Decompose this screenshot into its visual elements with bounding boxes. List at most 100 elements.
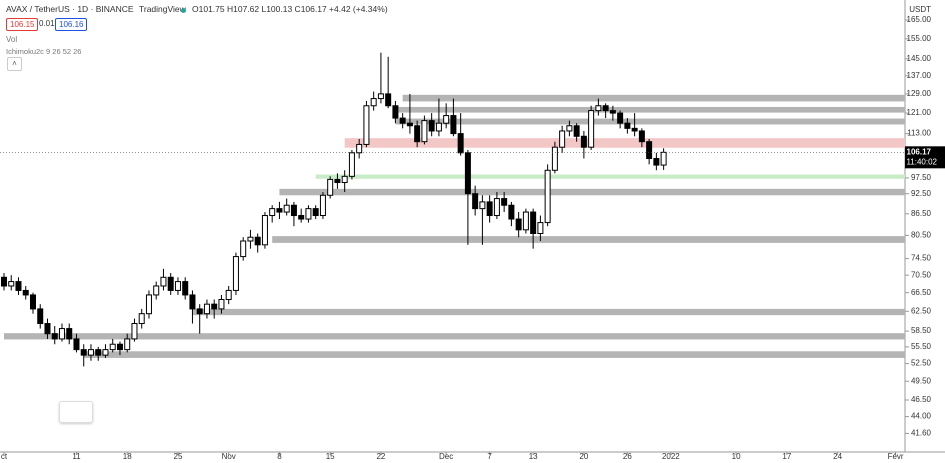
y-tick-label: 46.50 <box>911 395 932 404</box>
y-tick-label: 44.00 <box>911 412 932 421</box>
candle-body <box>0 276 7 287</box>
candle-body <box>595 105 602 112</box>
candle-body <box>435 122 442 132</box>
candle-body <box>109 343 116 351</box>
y-tick-label: 52.50 <box>911 359 932 368</box>
ohlc-legend: O101.75 H107.62 L100.13 C106.17 +4.42 (+… <box>192 4 388 14</box>
candle-body <box>319 194 326 217</box>
candle-body <box>370 98 377 107</box>
level-band <box>395 106 905 113</box>
candle-body <box>261 215 268 246</box>
x-tick-label: Nov <box>222 452 236 461</box>
candle-body <box>515 218 522 231</box>
candle-body <box>276 208 283 213</box>
candle-body <box>385 93 392 107</box>
candle-body <box>247 236 254 242</box>
x-tick-label: Févr <box>888 452 904 461</box>
candle-body <box>298 215 305 220</box>
candle-body <box>95 349 102 356</box>
candle-body <box>443 115 450 124</box>
candle-body <box>559 130 566 148</box>
candle-body <box>305 208 312 220</box>
ask[interactable]: 106.16 <box>55 18 88 31</box>
level-band <box>192 308 905 316</box>
y-tick-label: 145.00 <box>907 54 932 63</box>
candle-body <box>522 211 529 231</box>
x-tick-label: 7 <box>487 452 492 461</box>
y-tick-label: 155.00 <box>907 34 932 43</box>
x-tick-label: 22 <box>376 452 385 461</box>
status-dot <box>181 8 186 13</box>
candle-body <box>87 349 94 356</box>
candle-body <box>428 120 435 132</box>
toolbar-button[interactable] <box>59 401 93 423</box>
candle-body <box>566 125 573 132</box>
candle-body <box>631 127 638 132</box>
candle-body <box>341 175 348 184</box>
y-tick-label: 129.00 <box>907 89 932 98</box>
x-tick-label: 20 <box>579 452 588 461</box>
candle-body <box>421 120 428 143</box>
candle-body <box>508 204 515 220</box>
level-band <box>272 236 906 243</box>
candle-body <box>131 323 138 340</box>
candle-body <box>479 201 486 210</box>
y-tick-label: 92.50 <box>911 189 932 198</box>
candle-body <box>414 125 421 143</box>
candle-body <box>8 281 15 287</box>
candle-body <box>145 294 152 315</box>
y-tick-label: 62.50 <box>911 306 932 315</box>
x-tick-label: 17 <box>782 452 791 461</box>
x-tick-label: 18 <box>123 452 132 461</box>
candle-body <box>363 105 370 145</box>
collapse-button[interactable]: ˄ <box>7 57 22 71</box>
candle-body <box>457 133 464 154</box>
candle-body <box>602 105 609 112</box>
candle-body <box>530 211 537 234</box>
level-band <box>344 138 905 148</box>
candle-body <box>356 143 363 154</box>
x-tick-label: 26 <box>623 452 632 461</box>
x-tick-label: 10 <box>732 452 741 461</box>
candle-body <box>66 328 73 340</box>
candle-body <box>153 285 160 296</box>
candle-body <box>334 178 341 184</box>
candle-body <box>269 208 276 217</box>
candle-body <box>225 289 232 301</box>
y-tick-label: 121.00 <box>907 108 932 117</box>
candle-body <box>493 198 500 217</box>
candle-body <box>348 152 355 177</box>
candle-body <box>653 158 660 166</box>
y-tick-label: 165.00 <box>907 15 932 24</box>
y-tick-label: 41.60 <box>911 429 932 438</box>
candle-body <box>638 130 645 143</box>
level-band <box>83 351 905 358</box>
candle-body <box>660 151 667 166</box>
x-tick-label: 2022 <box>662 452 680 461</box>
candle-body <box>573 125 580 137</box>
y-tick-label: 49.50 <box>911 376 932 385</box>
x-tick-label: Dec <box>439 452 453 461</box>
candle-body <box>472 193 479 210</box>
candle-body <box>51 333 58 340</box>
candle-body <box>254 236 261 246</box>
y-tick-label: 70.50 <box>911 270 932 279</box>
x-tick-label: 13 <box>529 452 538 461</box>
spread: 0.01 <box>39 19 55 28</box>
candle-body <box>138 313 145 325</box>
x-tick-label: 8 <box>277 452 282 461</box>
candle-body <box>37 308 44 325</box>
symbol: AVAX / TetherUS · 1D · BINANCE <box>6 4 134 14</box>
candle-body <box>240 240 247 258</box>
x-tick-label: 25 <box>174 452 183 461</box>
candle-body <box>544 169 551 224</box>
candle-body <box>392 105 399 119</box>
vol: Vol <box>6 35 18 44</box>
candle-body <box>450 115 457 135</box>
currency: USDT <box>909 5 931 14</box>
candle-body <box>116 343 123 351</box>
bid[interactable]: 106.15 <box>6 18 39 31</box>
level-band <box>3 333 906 340</box>
